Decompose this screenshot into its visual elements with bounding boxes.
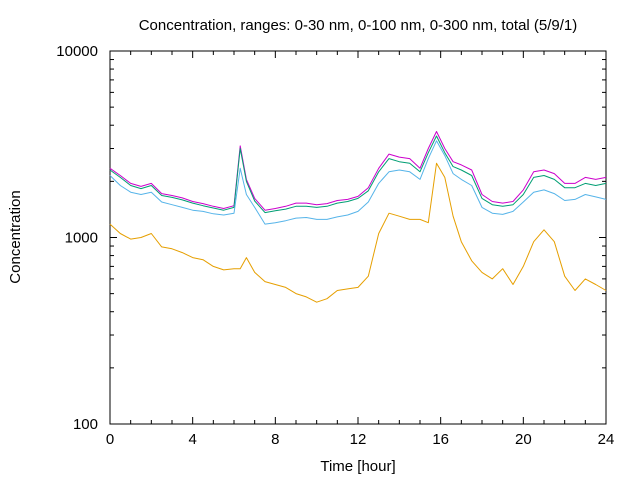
y-axis-label: Concentration xyxy=(7,190,24,283)
series-line-3 xyxy=(109,140,607,225)
series-line-4 xyxy=(109,162,607,303)
series-line-2 xyxy=(109,135,607,214)
series-line-1 xyxy=(109,131,607,211)
x-tick-label: 0 xyxy=(106,431,114,448)
x-tick-label: 16 xyxy=(432,431,449,448)
plot-area-frame xyxy=(109,50,607,425)
x-tick-label: 4 xyxy=(188,431,196,448)
series-group xyxy=(109,131,607,303)
x-tick-label: 20 xyxy=(515,431,532,448)
x-tick-label: 12 xyxy=(350,431,367,448)
x-tick-label: 24 xyxy=(598,431,615,448)
y-tick-label: 100 xyxy=(73,416,98,433)
y-tick-label: 1000 xyxy=(65,230,98,247)
axis-ticks: 0 4 8 12 16 20 24 100 1000 10000 xyxy=(56,43,614,448)
y-tick-label: 10000 xyxy=(56,43,98,60)
chart-title: Concentration, ranges: 0-30 nm, 0-100 nm… xyxy=(139,17,578,34)
x-tick-label: 8 xyxy=(271,431,279,448)
x-axis-label: Time [hour] xyxy=(320,458,395,475)
